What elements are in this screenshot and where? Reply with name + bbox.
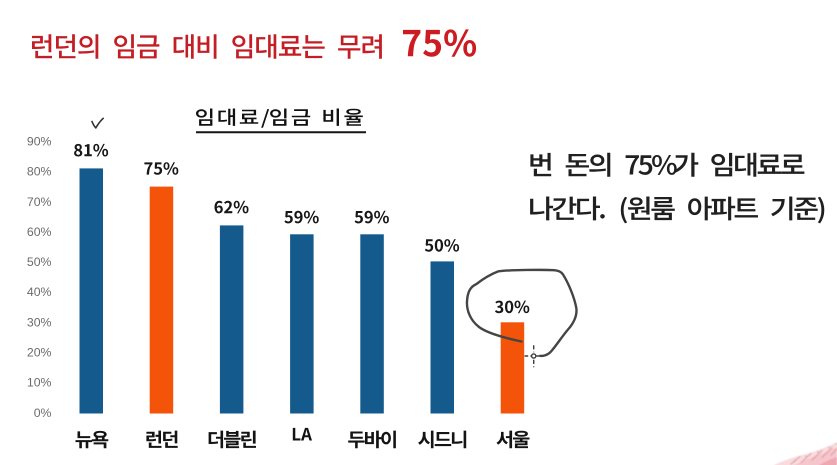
svg-text:90%: 90%: [27, 135, 52, 149]
svg-text:20%: 20%: [27, 346, 52, 360]
svg-text:0%: 0%: [34, 406, 52, 420]
svg-text:30%: 30%: [27, 315, 52, 329]
svg-text:70%: 70%: [27, 195, 52, 209]
svg-text:60%: 60%: [27, 225, 52, 239]
svg-text:80%: 80%: [27, 165, 52, 179]
svg-text:40%: 40%: [27, 285, 52, 299]
svg-text:10%: 10%: [27, 376, 52, 390]
svg-text:50%: 50%: [27, 255, 52, 269]
